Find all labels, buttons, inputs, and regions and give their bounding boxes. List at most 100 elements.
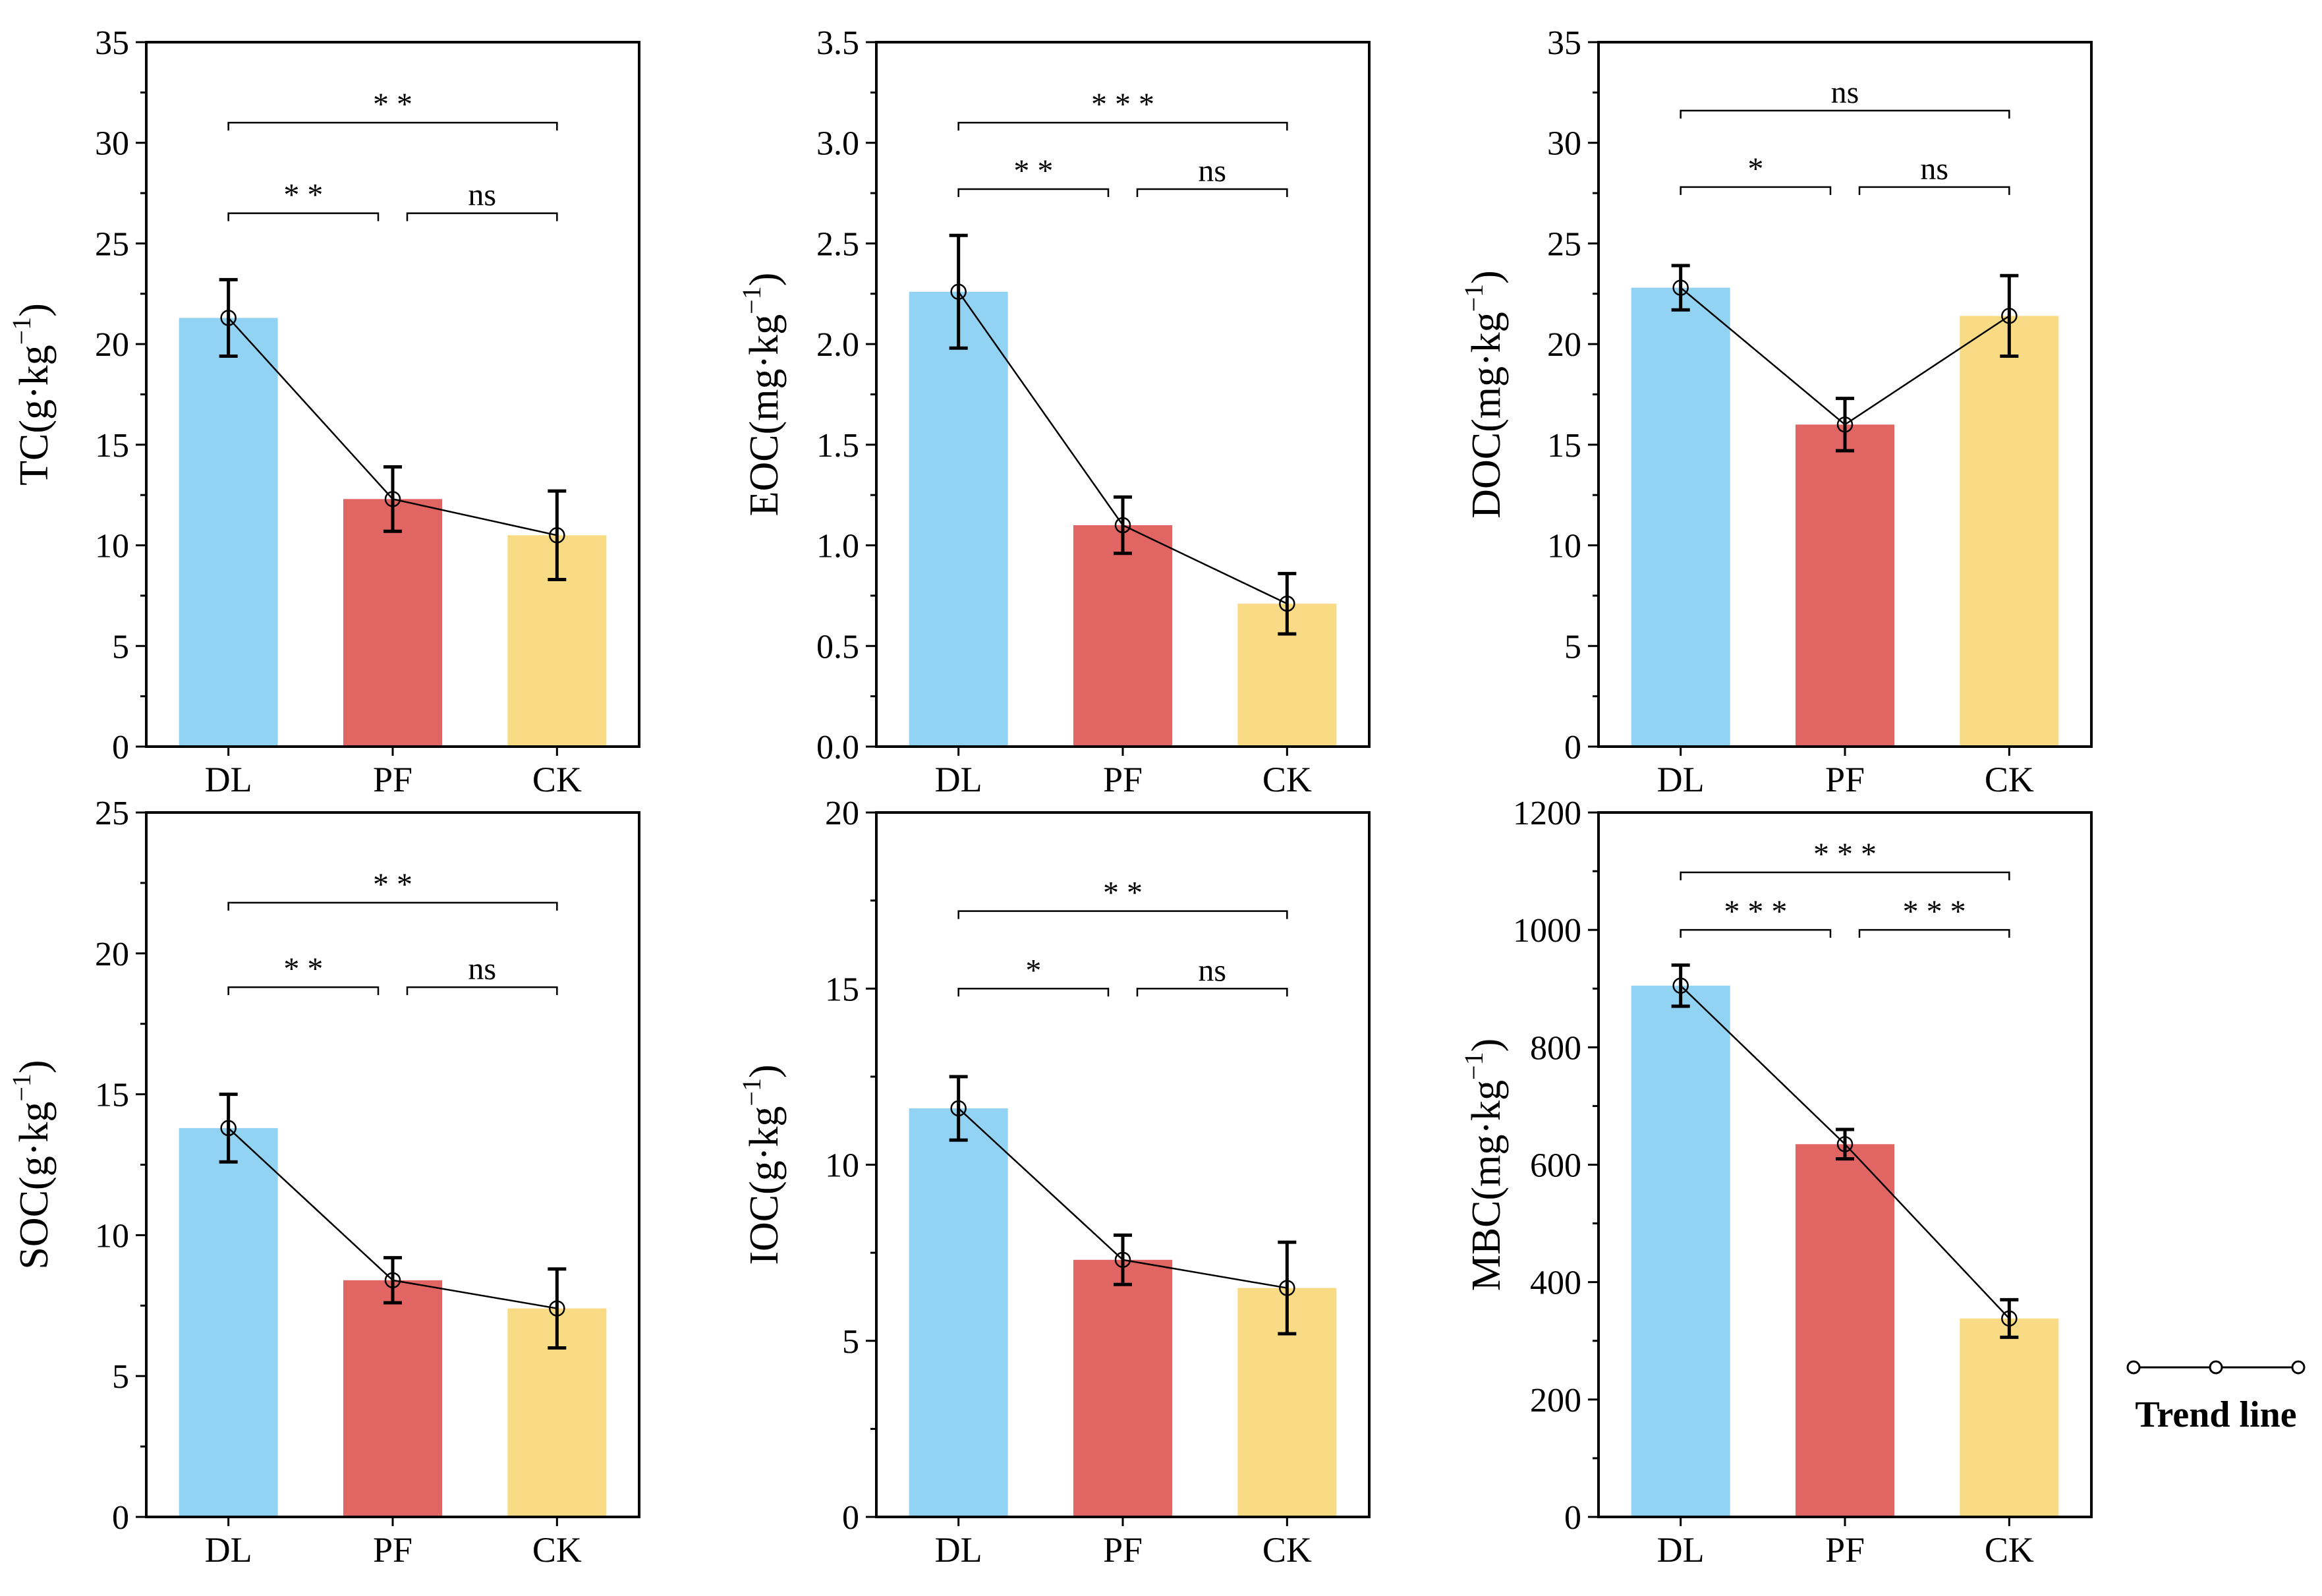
x-tick-label: PF — [1825, 760, 1865, 799]
data-point — [950, 1100, 967, 1117]
y-tick-label: 1200 — [1513, 795, 1581, 832]
bar-dl — [179, 1127, 278, 1517]
y-tick-label: 0.5 — [816, 628, 859, 666]
significance-bracket — [957, 188, 1110, 197]
bar-ck — [1960, 316, 2059, 747]
panel-soc: 0 5 10 15 20 25 DL PF CK SOC(g·kg−1) * * ns * * — [7, 795, 640, 1570]
x-tick-label: PF — [1103, 1530, 1143, 1570]
y-tick-label: 1.5 — [816, 427, 859, 465]
significance-bracket — [406, 986, 558, 996]
x-tick-label: CK — [1985, 1530, 2034, 1570]
x-tick-label: CK — [1262, 760, 1312, 799]
data-point — [1672, 977, 1689, 994]
legend-marker — [2291, 1360, 2306, 1375]
data-point — [549, 527, 565, 544]
significance-bracket — [227, 121, 558, 131]
x-tick-label: DL — [1657, 1530, 1705, 1570]
x-tick-label: PF — [373, 1530, 412, 1570]
y-tick-label: 25 — [95, 225, 129, 263]
data-point — [1836, 1136, 1854, 1153]
y-axis-title-sup: −1 — [737, 1078, 766, 1106]
y-tick-label: 20 — [95, 936, 129, 973]
x-tick-label: DL — [935, 1530, 982, 1570]
x-tick-label: PF — [1825, 1530, 1865, 1570]
significance-label: * * — [283, 952, 323, 986]
y-tick-label: 0 — [1564, 729, 1581, 766]
y-axis-title-main: SOC(g·kg — [12, 1102, 57, 1270]
y-tick-label: 1.0 — [816, 528, 859, 565]
significance-label: * * * — [1903, 894, 1966, 929]
significance-bracket — [227, 986, 380, 996]
significance-bracket — [1680, 928, 1832, 938]
y-tick-label: 15 — [95, 1077, 129, 1114]
significance-label: ns — [468, 178, 496, 213]
y-tick-label: 5 — [112, 1358, 129, 1396]
significance-bracket — [1136, 988, 1288, 997]
x-tick-label: PF — [1103, 760, 1143, 799]
y-tick-label: 15 — [825, 971, 859, 1008]
y-axis-title: IOC(g·kg−1) — [737, 1064, 787, 1265]
y-tick-label: 10 — [825, 1147, 859, 1185]
y-axis-title-close: ) — [1464, 1039, 1509, 1052]
y-tick-label: 35 — [1547, 24, 1581, 62]
data-point — [2001, 1310, 2018, 1327]
y-axis-title: MBC(mg·kg−1) — [1459, 1039, 1509, 1292]
significance-bracket — [1680, 186, 1832, 195]
legend-marker — [2209, 1360, 2223, 1375]
bar-dl — [1631, 287, 1730, 747]
significance-label: * — [1025, 953, 1041, 988]
significance-label: * * * — [1091, 87, 1154, 122]
x-tick-label: DL — [935, 760, 982, 799]
y-axis-title-sup: −1 — [7, 1073, 36, 1102]
significance-bracket — [1680, 871, 2010, 880]
y-axis-title-close: ) — [12, 1060, 57, 1073]
y-axis-title-sup: −1 — [7, 317, 36, 345]
y-tick-label: 200 — [1530, 1382, 1581, 1419]
significance-bracket — [227, 901, 558, 911]
significance-label: ns — [1198, 154, 1226, 188]
significance-bracket — [1680, 109, 2010, 119]
data-point — [1114, 517, 1131, 534]
panel-doc: 0 5 10 15 20 25 30 35 DL PF CK DOC(mg·kg−1) * ns ns — [1459, 24, 2093, 799]
bar-pf — [1796, 1144, 1894, 1517]
y-tick-label: 10 — [1547, 528, 1581, 565]
significance-bracket — [957, 988, 1110, 997]
y-tick-label: 20 — [95, 326, 129, 364]
x-tick-label: CK — [1985, 760, 2034, 799]
bar-ck — [1960, 1318, 2059, 1517]
panel-tc: 0 5 10 15 20 25 30 35 DL PF CK TC(g·kg−1) * * ns * * — [7, 24, 640, 799]
y-axis-title-main: EOC(mg·kg — [742, 314, 787, 517]
y-tick-label: 25 — [1547, 225, 1581, 263]
y-axis-title-sup: −1 — [737, 286, 766, 314]
significance-bracket — [957, 121, 1288, 131]
y-axis-title: TC(g·kg−1) — [7, 303, 57, 486]
significance-label: * — [1747, 152, 1763, 186]
bar-dl — [909, 291, 1008, 747]
y-tick-label: 2.5 — [816, 225, 859, 263]
y-axis-title-close: ) — [742, 273, 787, 287]
panel-eoc: 0.0 0.5 1.0 1.5 2.0 2.5 3.0 3.5 DL PF CK EOC(mg·kg−… — [737, 24, 1371, 799]
y-tick-label: 25 — [95, 795, 129, 832]
y-axis-title: DOC(mg·kg−1) — [1459, 270, 1509, 519]
significance-bracket — [1858, 186, 2010, 195]
y-axis-title-main: MBC(mg·kg — [1464, 1080, 1509, 1291]
bar-pf — [1796, 424, 1894, 747]
significance-label: * * — [1013, 154, 1053, 188]
significance-label: * * — [373, 87, 412, 122]
y-tick-label: 10 — [95, 528, 129, 565]
data-point — [950, 283, 967, 300]
y-tick-label: 5 — [1564, 628, 1581, 666]
x-tick-label: PF — [373, 760, 412, 799]
significance-label: ns — [1920, 152, 1948, 186]
data-point — [1836, 416, 1854, 433]
data-point — [384, 1272, 401, 1289]
legend-label: Trend line — [2135, 1394, 2296, 1435]
significance-label: * * — [1103, 876, 1143, 911]
data-point — [1114, 1251, 1131, 1268]
bar-dl — [179, 318, 278, 747]
y-tick-label: 35 — [95, 24, 129, 62]
significance-bracket — [1136, 188, 1288, 197]
data-point — [1279, 1280, 1295, 1296]
y-axis-title-close: ) — [742, 1064, 787, 1078]
